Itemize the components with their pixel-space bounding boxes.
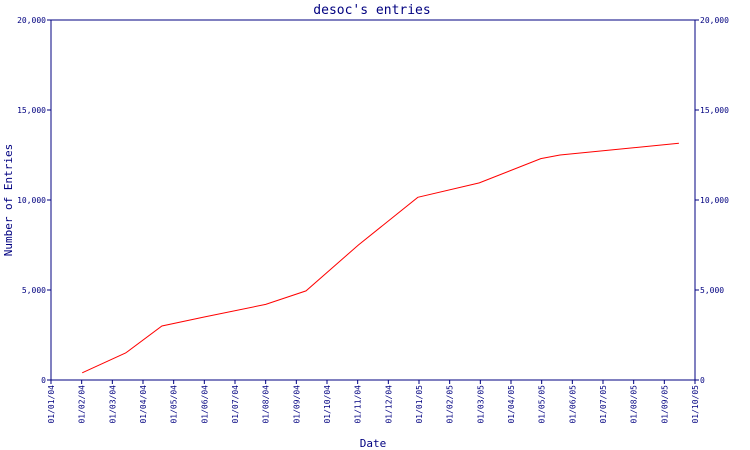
x-tick-label: 01/08/05	[630, 385, 639, 424]
x-tick-label: 01/06/04	[200, 385, 209, 424]
x-tick-label: 01/07/04	[231, 385, 240, 424]
y-tick-label-left: 5,000	[22, 286, 46, 295]
x-tick-label: 01/11/04	[354, 385, 363, 424]
y-tick-label-right: 5,000	[700, 286, 724, 295]
y-tick-label-left: 20,000	[17, 16, 46, 25]
x-tick-label: 01/01/05	[415, 385, 424, 424]
x-tick-label: 01/10/05	[691, 385, 700, 424]
y-tick-label-left: 0	[41, 376, 46, 385]
x-tick-label: 01/08/04	[262, 385, 271, 424]
series-line	[81, 142, 679, 374]
x-tick-label: 01/02/05	[446, 385, 455, 424]
y-tick-label-right: 10,000	[700, 196, 729, 205]
x-axis-ticks: 01/01/04 01/02/04 01/03/04 01/04/04 01/05/04…	[47, 380, 700, 424]
x-tick-label: 01/03/04	[108, 385, 117, 424]
x-tick-label: 01/01/04	[47, 385, 56, 424]
x-tick-label: 01/09/04	[292, 385, 301, 424]
y-tick-label-left: 15,000	[17, 106, 46, 115]
y-tick-label-left: 10,000	[17, 196, 46, 205]
x-tick-label: 01/12/04	[384, 385, 393, 424]
x-tick-label: 01/05/04	[170, 385, 179, 424]
x-tick-label: 01/07/05	[599, 385, 608, 424]
y-axis-ticks: 0 0 5,000 5,000 10,000 10,000 15,000 15,000 20,0…	[17, 16, 729, 385]
x-tick-label: 01/05/05	[538, 385, 547, 424]
y-tick-label-right: 20,000	[700, 16, 729, 25]
y-tick-label-right: 15,000	[700, 106, 729, 115]
x-tick-label: 01/06/05	[568, 385, 577, 424]
x-tick-label: 01/10/04	[323, 385, 332, 424]
plot-frame	[50, 19, 696, 381]
y-axis-label: Number of Entries	[2, 144, 15, 257]
x-tick-label: 01/02/04	[78, 385, 87, 424]
series-group	[81, 142, 679, 374]
chart-title: desoc's entries	[313, 3, 430, 18]
x-tick-label: 01/04/05	[507, 385, 516, 424]
x-tick-label: 01/04/04	[139, 385, 148, 424]
x-tick-label: 01/09/05	[660, 385, 669, 424]
y-tick-label-right: 0	[700, 376, 705, 385]
x-axis-label: Date	[360, 437, 387, 450]
x-tick-label: 01/03/05	[476, 385, 485, 424]
